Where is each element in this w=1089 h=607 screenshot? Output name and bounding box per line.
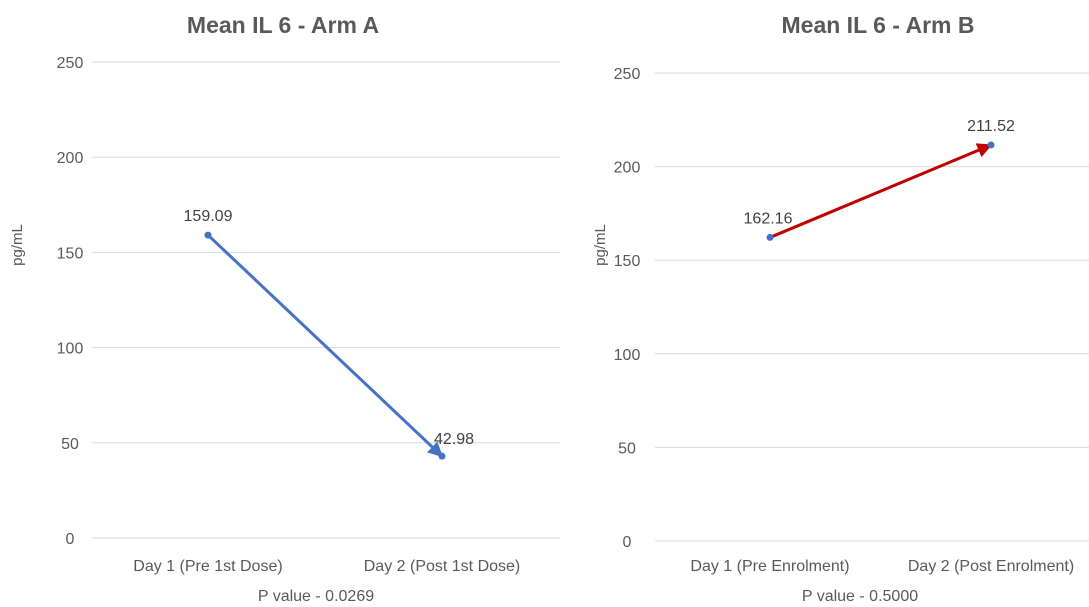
- y-tick-label: 50: [61, 436, 79, 453]
- series-line: [206, 234, 444, 458]
- y-tick-label: 100: [57, 341, 84, 358]
- data-label: 211.52: [967, 118, 1015, 135]
- y-axis-label: pg/mL: [592, 224, 609, 266]
- y-tick-label: 250: [57, 55, 84, 72]
- y-tick-label: 100: [614, 347, 641, 364]
- series-line: [769, 143, 993, 239]
- x-axis-label: P value - 0.0269: [258, 588, 374, 605]
- x-category-label: Day 1 (Pre 1st Dose): [133, 558, 282, 575]
- y-axis-label: pg/mL: [9, 224, 26, 266]
- data-label: 162.16: [744, 210, 793, 227]
- y-tick-label: 250: [614, 66, 641, 83]
- data-point: [204, 231, 212, 239]
- x-category-label: Day 1 (Pre Enrolment): [690, 558, 849, 575]
- chart-title: Mean IL 6 - Arm A: [187, 12, 379, 38]
- data-point: [438, 452, 446, 460]
- data-point: [987, 141, 995, 149]
- y-tick-label: 0: [623, 534, 632, 551]
- x-axis-label: P value - 0.5000: [802, 588, 918, 605]
- data-label: 42.98: [434, 431, 474, 448]
- data-label: 159.09: [184, 208, 233, 225]
- y-tick-label: 150: [57, 245, 84, 262]
- y-tick-label: 150: [614, 253, 641, 270]
- y-tick-label: 200: [614, 160, 641, 177]
- chart-title: Mean IL 6 - Arm B: [782, 12, 975, 38]
- x-category-label: Day 2 (Post Enrolment): [908, 558, 1074, 575]
- y-tick-label: 50: [618, 440, 636, 457]
- x-category-label: Day 2 (Post 1st Dose): [364, 558, 521, 575]
- data-point: [766, 233, 774, 241]
- y-tick-label: 0: [66, 531, 75, 548]
- y-tick-label: 200: [57, 150, 84, 167]
